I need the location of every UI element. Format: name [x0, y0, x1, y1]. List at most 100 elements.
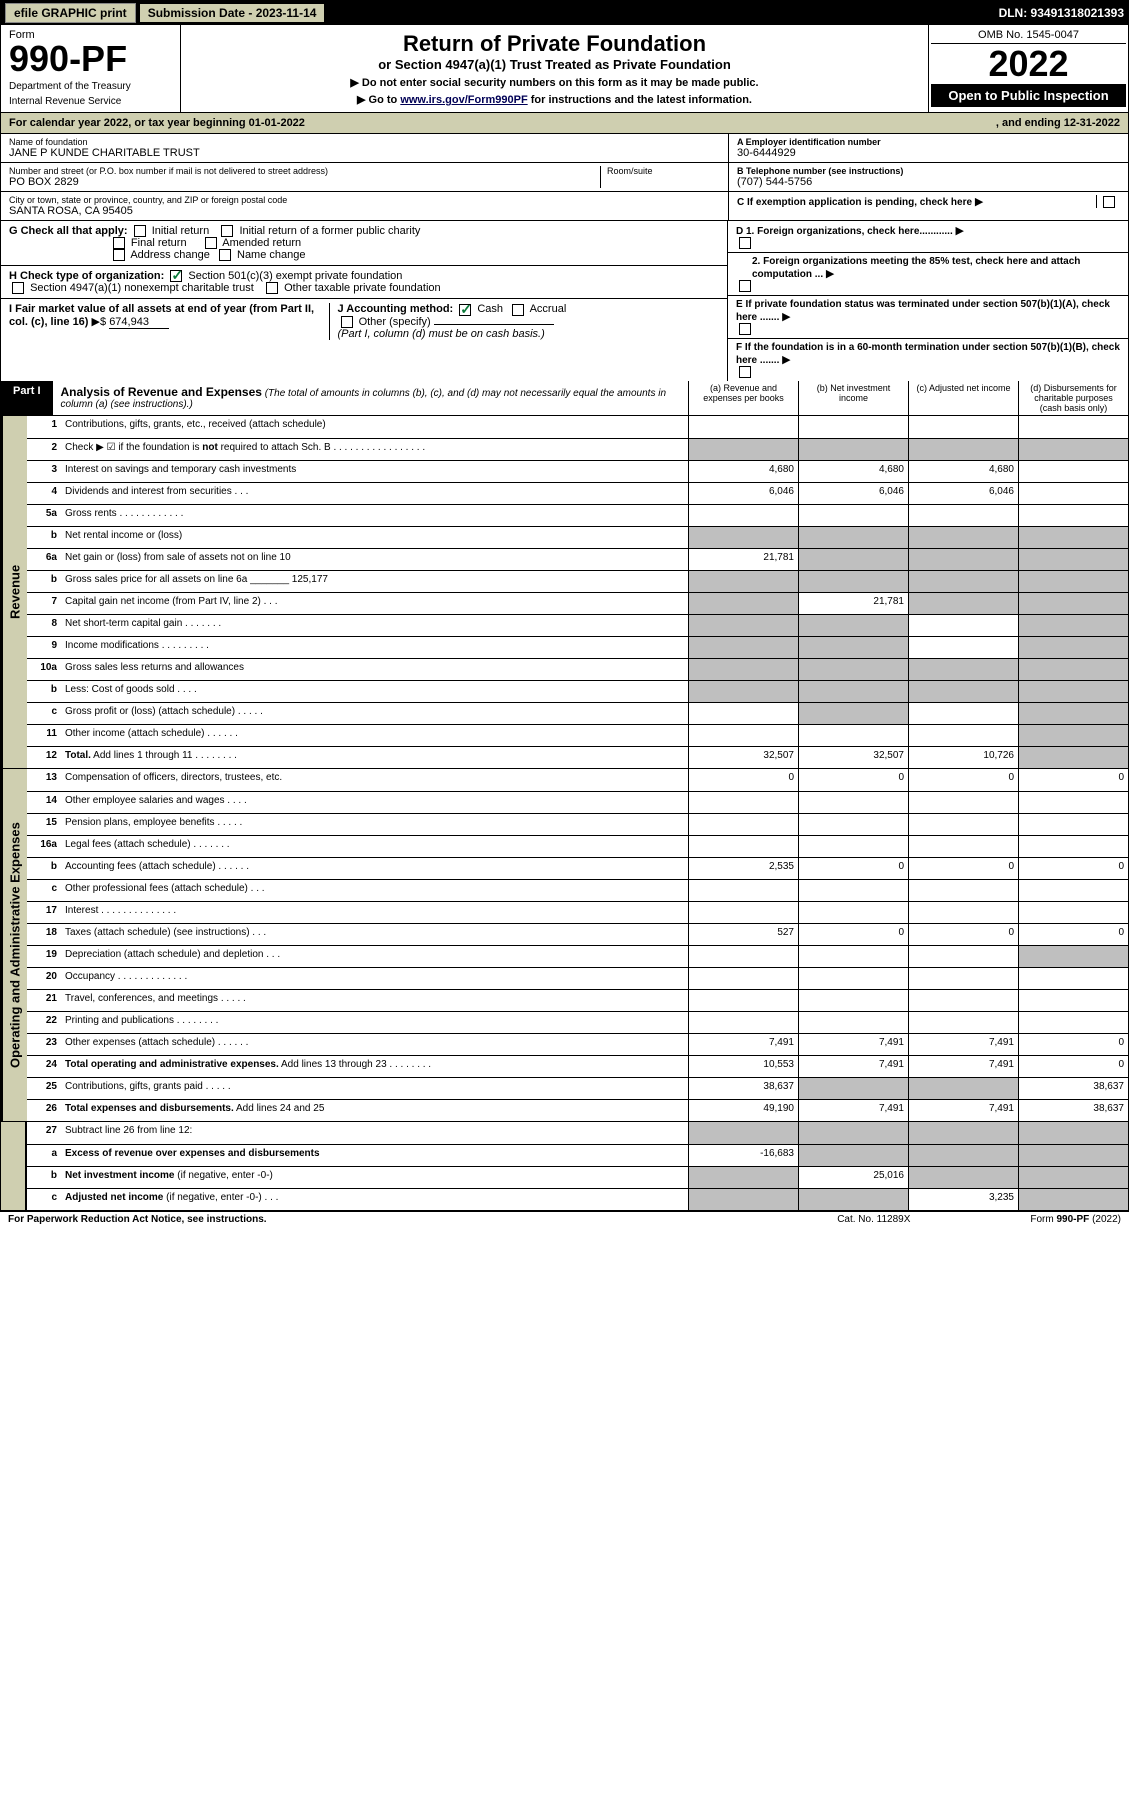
j-cash-checkbox[interactable] — [459, 304, 471, 316]
cell: 3,235 — [908, 1189, 1018, 1210]
calendar-year-row: For calendar year 2022, or tax year begi… — [1, 113, 1128, 134]
g-final-checkbox[interactable] — [113, 237, 125, 249]
row-desc: Taxes (attach schedule) (see instruction… — [61, 924, 688, 945]
cell — [798, 527, 908, 548]
cell — [1018, 593, 1128, 614]
form-number: 990-PF — [9, 41, 172, 77]
j-other-checkbox[interactable] — [341, 316, 353, 328]
d2-checkbox[interactable] — [739, 280, 751, 292]
cell — [798, 1012, 908, 1033]
cell — [798, 615, 908, 636]
cell — [798, 637, 908, 658]
table-row: 7Capital gain net income (from Part IV, … — [27, 592, 1128, 614]
cell — [1018, 814, 1128, 835]
col-c: (c) Adjusted net income — [908, 381, 1018, 415]
cell: 38,637 — [1018, 1100, 1128, 1121]
cell: 7,491 — [908, 1034, 1018, 1055]
g-address-checkbox[interactable] — [113, 249, 125, 261]
cell — [798, 814, 908, 835]
g-opt-5: Name change — [237, 249, 306, 261]
g-amended-checkbox[interactable] — [205, 237, 217, 249]
cell — [688, 659, 798, 680]
table-row: 27Subtract line 26 from line 12: — [27, 1122, 1128, 1144]
cell — [1018, 527, 1128, 548]
row-desc: Subtract line 26 from line 12: — [61, 1122, 688, 1144]
row-number: 21 — [27, 990, 61, 1011]
row-number: 19 — [27, 946, 61, 967]
c-checkbox[interactable] — [1103, 196, 1115, 208]
g-initial-former-checkbox[interactable] — [221, 225, 233, 237]
cell — [908, 527, 1018, 548]
expenses-label: Operating and Administrative Expenses — [1, 769, 27, 1121]
col-a: (a) Revenue and expenses per books — [688, 381, 798, 415]
row-number: 4 — [27, 483, 61, 504]
h-501c3-checkbox[interactable] — [170, 270, 182, 282]
cell — [798, 968, 908, 989]
table-row: 8Net short-term capital gain . . . . . .… — [27, 614, 1128, 636]
table-row: bLess: Cost of goods sold . . . . — [27, 680, 1128, 702]
col-d: (d) Disbursements for charitable purpose… — [1018, 381, 1128, 415]
row-number: 12 — [27, 747, 61, 768]
cell — [688, 725, 798, 746]
cell — [688, 703, 798, 724]
cell: 0 — [908, 769, 1018, 791]
g-initial-checkbox[interactable] — [134, 225, 146, 237]
row-desc: Net rental income or (loss) — [61, 527, 688, 548]
cell: 4,680 — [798, 461, 908, 482]
row-number: 5a — [27, 505, 61, 526]
tel-label: B Telephone number (see instructions) — [737, 166, 1120, 176]
table-row: 6aNet gain or (loss) from sale of assets… — [27, 548, 1128, 570]
f-checkbox[interactable] — [739, 366, 751, 378]
row-number: b — [27, 858, 61, 879]
cell — [688, 439, 798, 460]
note-link-post: for instructions and the latest informat… — [528, 94, 752, 106]
cell — [798, 725, 908, 746]
cell: 4,680 — [908, 461, 1018, 482]
cell — [798, 880, 908, 901]
table-row: 2Check ▶ ☑ if the foundation is not requ… — [27, 438, 1128, 460]
cell — [908, 659, 1018, 680]
cell — [688, 593, 798, 614]
irs-link[interactable]: www.irs.gov/Form990PF — [400, 94, 527, 106]
row-desc: Gross sales less returns and allowances — [61, 659, 688, 680]
cell: 7,491 — [798, 1100, 908, 1121]
h-4947-checkbox[interactable] — [12, 282, 24, 294]
c-label: C If exemption application is pending, c… — [737, 197, 972, 208]
cell — [1018, 968, 1128, 989]
cell — [908, 1122, 1018, 1144]
cell — [688, 681, 798, 702]
h-other-checkbox[interactable] — [266, 282, 278, 294]
part1-header: Part I Analysis of Revenue and Expenses … — [1, 381, 1128, 416]
table-row: 21Travel, conferences, and meetings . . … — [27, 989, 1128, 1011]
table-row: 23Other expenses (attach schedule) . . .… — [27, 1033, 1128, 1055]
cell — [908, 416, 1018, 438]
d2-label: 2. Foreign organizations meeting the 85%… — [752, 256, 1080, 280]
d1-label: D 1. Foreign organizations, check here..… — [736, 226, 953, 237]
cell: 0 — [798, 769, 908, 791]
efile-print-button[interactable]: efile GRAPHIC print — [5, 3, 136, 23]
g-name-checkbox[interactable] — [219, 249, 231, 261]
note-ssn: ▶ Do not enter social security numbers o… — [187, 76, 922, 89]
row-desc: Check ▶ ☑ if the foundation is not requi… — [61, 439, 688, 460]
cell — [688, 990, 798, 1011]
footer-cat: Cat. No. 11289X — [837, 1214, 910, 1225]
d1-checkbox[interactable] — [739, 237, 751, 249]
cell — [908, 880, 1018, 901]
table-row: 9Income modifications . . . . . . . . . — [27, 636, 1128, 658]
ein: 30-6444929 — [737, 147, 1120, 159]
cell — [908, 946, 1018, 967]
cell — [1018, 505, 1128, 526]
row-number: 10a — [27, 659, 61, 680]
cell — [1018, 1189, 1128, 1210]
row-desc: Depreciation (attach schedule) and deple… — [61, 946, 688, 967]
e-checkbox[interactable] — [739, 323, 751, 335]
cell: 32,507 — [688, 747, 798, 768]
j-accrual-checkbox[interactable] — [512, 304, 524, 316]
table-row: 10aGross sales less returns and allowanc… — [27, 658, 1128, 680]
table-row: 26Total expenses and disbursements. Add … — [27, 1099, 1128, 1121]
room-label: Room/suite — [607, 166, 720, 176]
cell — [798, 571, 908, 592]
cell — [908, 593, 1018, 614]
h-opt-1: Section 4947(a)(1) nonexempt charitable … — [30, 282, 254, 294]
cell — [688, 416, 798, 438]
